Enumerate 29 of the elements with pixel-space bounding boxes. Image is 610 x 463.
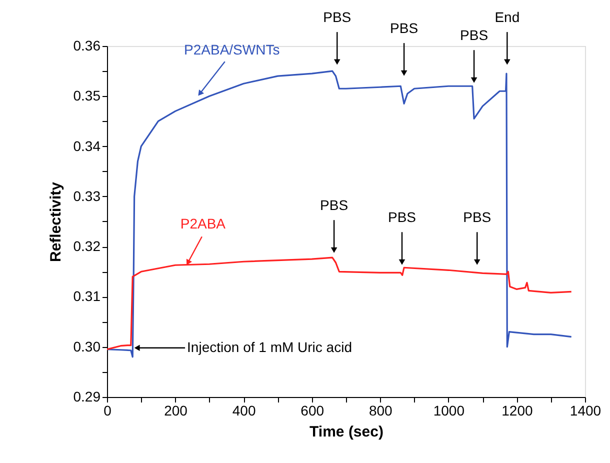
y-tick-label: 0.29 (73, 388, 101, 404)
y-tick-label: 0.31 (73, 288, 101, 304)
annotation: PBS (388, 209, 416, 226)
annotation: P2ABA (180, 216, 226, 232)
x-axis-title: Time (sec) (310, 424, 384, 440)
x-tick-label: 400 (232, 402, 256, 418)
y-tick-label: 0.30 (73, 338, 101, 354)
x-tick-label: 1200 (502, 402, 533, 418)
annotation: PBS (320, 197, 348, 214)
annotation: PBS (323, 9, 352, 26)
y-axis-title: Reflectivity (47, 181, 64, 262)
x-tick-label: 0 (104, 402, 112, 418)
annotation: Injection of 1 mM Uric acid (187, 338, 352, 355)
annotation: PBS (463, 209, 492, 226)
y-tick-label: 0.34 (73, 138, 101, 154)
annotation: P2ABA/SWNTs (184, 42, 280, 58)
x-tick-label: 200 (164, 402, 188, 418)
line-series (107, 70, 572, 358)
annotation: PBS (460, 27, 488, 44)
x-tick-label: 800 (368, 402, 393, 418)
y-tick-label: 0.35 (73, 88, 101, 104)
annotation: End (494, 9, 520, 26)
annotation: PBS (390, 20, 418, 36)
x-tick-label: 1000 (433, 402, 465, 418)
y-tick-label: 0.36 (73, 38, 101, 54)
y-tick-label: 0.33 (73, 188, 101, 204)
y-tick-label: 0.32 (73, 238, 101, 254)
x-tick-label: 600 (300, 402, 324, 418)
x-tick-label: 1400 (570, 402, 602, 418)
